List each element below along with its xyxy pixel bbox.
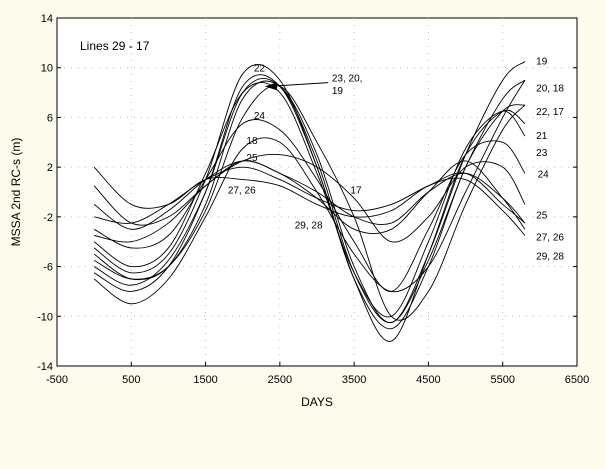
annotation-label: 27, 26	[228, 186, 256, 197]
annotation-label: 25	[246, 153, 258, 164]
x-tick-label: 6500	[565, 374, 589, 386]
x-tick-label: 3500	[342, 374, 366, 386]
annotation-label: 22	[254, 64, 266, 75]
annotation-label: 25	[536, 210, 548, 221]
arrow-head-icon	[265, 82, 277, 91]
annotation-label: 23, 20,	[332, 74, 363, 85]
y-tick-label: 6	[47, 112, 53, 124]
y-axis-label: MSSA 2nd RC-s (m)	[9, 138, 23, 247]
annotation-label: 20, 18	[536, 84, 564, 95]
y-tick-label: 2	[47, 162, 53, 174]
annotation-label: 22, 17	[536, 107, 564, 118]
x-tick-label: 1500	[193, 374, 217, 386]
x-tick-label: 2500	[268, 374, 292, 386]
series-line-18	[93, 79, 526, 305]
series-lines	[93, 61, 526, 342]
x-axis-label: DAYS	[301, 395, 333, 409]
x-tick-label: 500	[122, 374, 140, 386]
chart-title: Lines 29 - 17	[80, 39, 150, 53]
y-tick-label: -6	[43, 262, 53, 274]
annotation-label: 29, 28	[536, 251, 564, 262]
x-tick-label: 4500	[416, 374, 440, 386]
annotation-label: 29, 28	[295, 220, 323, 231]
y-tick-label: 14	[41, 13, 53, 25]
x-tick-label: 5500	[490, 374, 514, 386]
annotation-label: 17	[350, 186, 362, 197]
annotation-label: 19	[536, 56, 548, 67]
series-line-24	[93, 119, 526, 292]
x-tick-label: -500	[46, 374, 68, 386]
annotation-arrow-line	[268, 82, 329, 87]
annotation-label: 24	[538, 169, 550, 180]
series-line-28	[93, 160, 526, 235]
annotation-label: 21	[536, 131, 548, 142]
annotation-label: 24	[254, 111, 266, 122]
ticks: -500 500 1500 2500 3500 4500 5500 6500 -14 -10 -6 -…	[37, 13, 589, 386]
annotation-label: 18	[246, 136, 258, 147]
annotation-label: 27, 26	[536, 233, 564, 244]
annotation-label: 23	[536, 148, 548, 159]
series-line-29	[93, 166, 526, 236]
y-tick-label: -2	[43, 212, 53, 224]
y-tick-label: -14	[37, 361, 53, 373]
y-tick-label: -10	[37, 311, 53, 323]
y-tick-label: 10	[41, 63, 53, 75]
series-line-25	[94, 154, 526, 243]
series-line-23	[93, 82, 526, 318]
annotation-label: 19	[332, 86, 344, 97]
